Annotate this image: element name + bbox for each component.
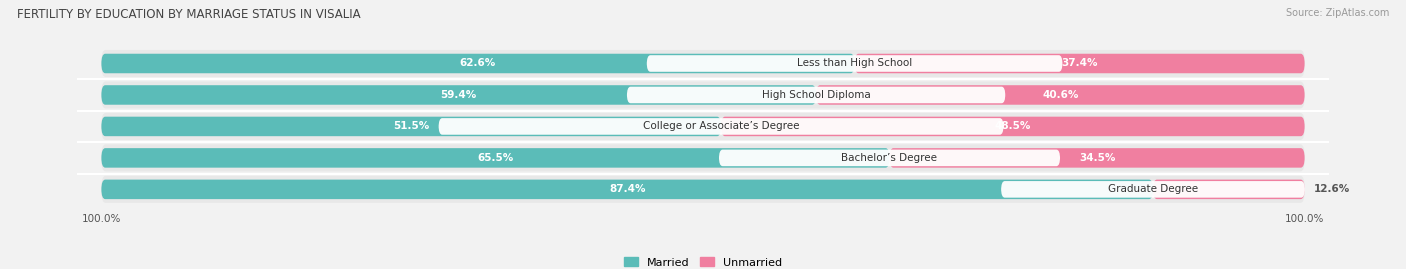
- Text: Less than High School: Less than High School: [797, 58, 912, 69]
- FancyBboxPatch shape: [101, 85, 815, 105]
- Text: 40.6%: 40.6%: [1042, 90, 1078, 100]
- FancyBboxPatch shape: [890, 148, 1305, 168]
- FancyBboxPatch shape: [101, 148, 890, 168]
- FancyBboxPatch shape: [1001, 181, 1305, 198]
- Text: 12.6%: 12.6%: [1315, 184, 1351, 194]
- FancyBboxPatch shape: [721, 117, 1305, 136]
- Text: 34.5%: 34.5%: [1078, 153, 1115, 163]
- Text: College or Associate’s Degree: College or Associate’s Degree: [643, 121, 799, 132]
- FancyBboxPatch shape: [815, 85, 1305, 105]
- FancyBboxPatch shape: [647, 55, 1063, 72]
- Legend: Married, Unmarried: Married, Unmarried: [624, 257, 782, 268]
- Text: High School Diploma: High School Diploma: [762, 90, 870, 100]
- FancyBboxPatch shape: [101, 50, 1305, 77]
- Text: 37.4%: 37.4%: [1062, 58, 1098, 69]
- Text: Graduate Degree: Graduate Degree: [1108, 184, 1198, 194]
- FancyBboxPatch shape: [101, 176, 1305, 203]
- FancyBboxPatch shape: [101, 180, 1153, 199]
- FancyBboxPatch shape: [101, 54, 855, 73]
- FancyBboxPatch shape: [101, 82, 1305, 108]
- FancyBboxPatch shape: [855, 54, 1305, 73]
- Text: 62.6%: 62.6%: [460, 58, 496, 69]
- Text: 48.5%: 48.5%: [994, 121, 1031, 132]
- Text: Source: ZipAtlas.com: Source: ZipAtlas.com: [1285, 8, 1389, 18]
- Text: FERTILITY BY EDUCATION BY MARRIAGE STATUS IN VISALIA: FERTILITY BY EDUCATION BY MARRIAGE STATU…: [17, 8, 360, 21]
- Text: 59.4%: 59.4%: [440, 90, 477, 100]
- FancyBboxPatch shape: [627, 87, 1005, 103]
- FancyBboxPatch shape: [101, 117, 721, 136]
- Text: 87.4%: 87.4%: [609, 184, 645, 194]
- FancyBboxPatch shape: [101, 113, 1305, 140]
- Text: 51.5%: 51.5%: [394, 121, 429, 132]
- FancyBboxPatch shape: [101, 144, 1305, 171]
- FancyBboxPatch shape: [1153, 180, 1305, 199]
- Text: 65.5%: 65.5%: [477, 153, 513, 163]
- Text: Bachelor’s Degree: Bachelor’s Degree: [842, 153, 938, 163]
- FancyBboxPatch shape: [439, 118, 1004, 135]
- FancyBboxPatch shape: [718, 150, 1060, 166]
